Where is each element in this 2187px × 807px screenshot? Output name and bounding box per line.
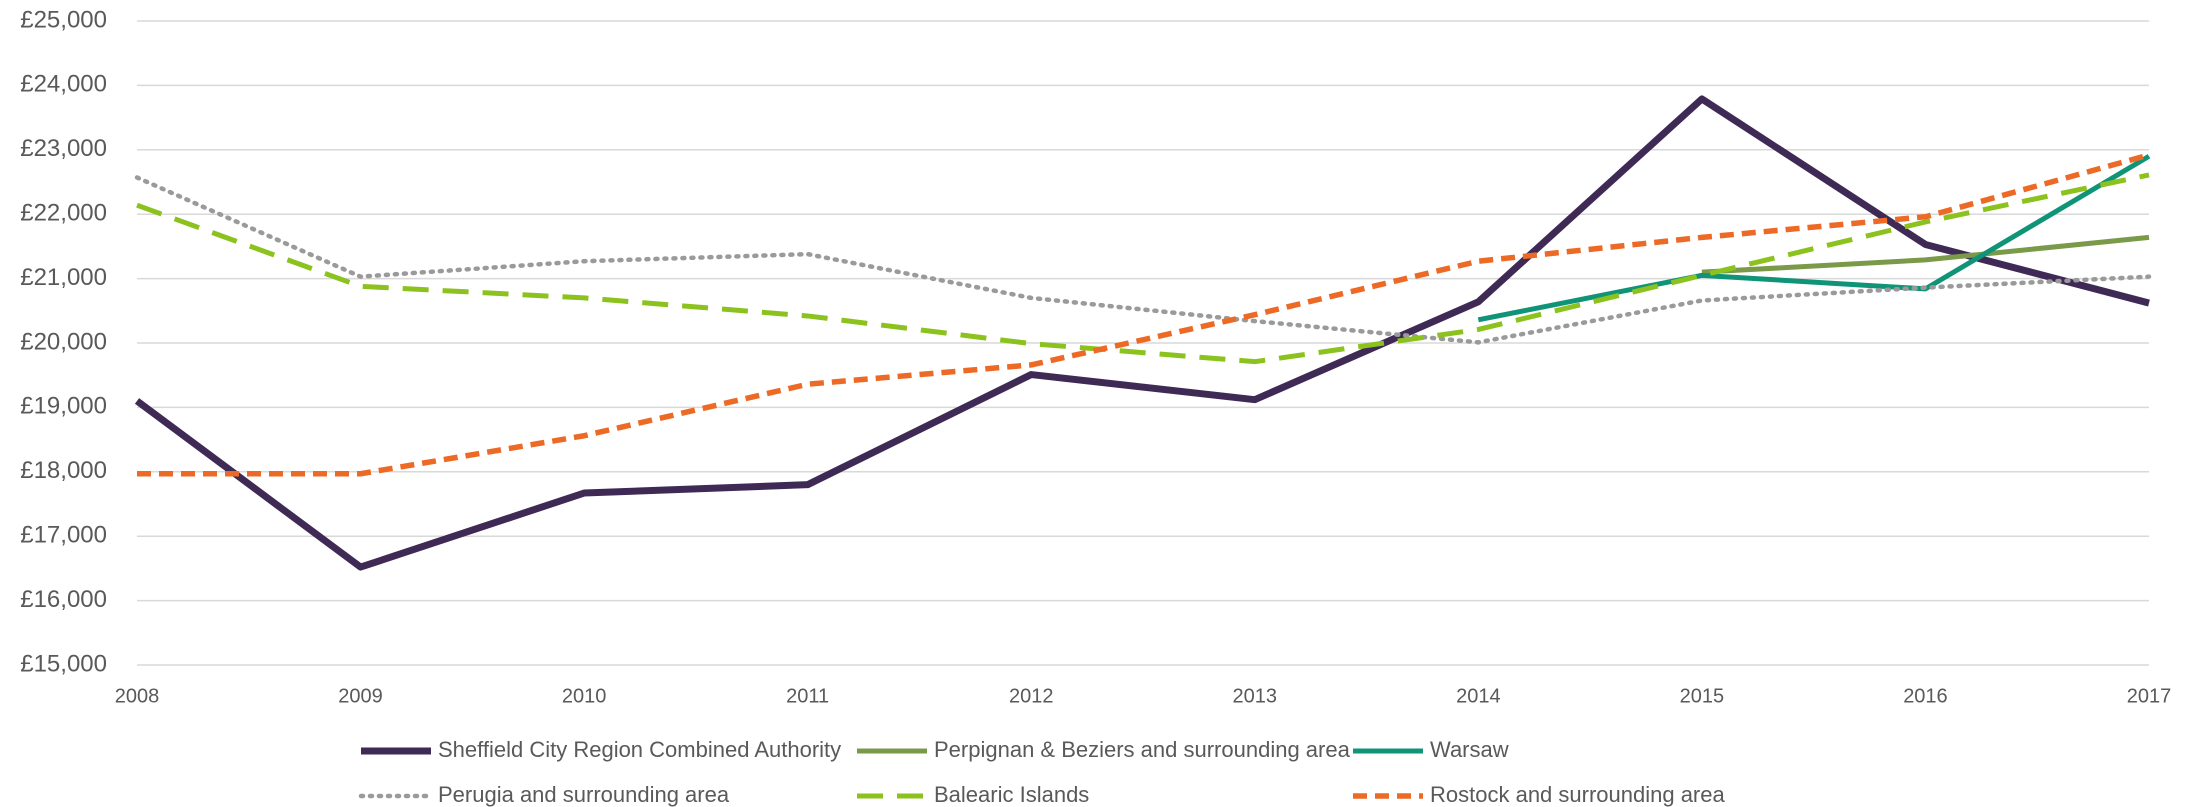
series-line bbox=[1477, 154, 2151, 323]
x-tick-label: 2017 bbox=[2127, 685, 2172, 707]
legend-label: Warsaw bbox=[1430, 737, 1509, 762]
y-tick-label: £22,000 bbox=[20, 200, 107, 227]
series-line bbox=[136, 172, 2150, 365]
y-tick-label: £21,000 bbox=[20, 264, 107, 291]
legend-label: Perpignan & Beziers and surrounding area bbox=[934, 737, 1351, 762]
y-tick-label: £25,000 bbox=[20, 6, 107, 33]
y-tick-label: £18,000 bbox=[20, 457, 107, 484]
x-tick-label: 2013 bbox=[1233, 685, 1278, 707]
series-line bbox=[1701, 234, 2150, 275]
series-line bbox=[137, 152, 2150, 477]
x-tick-label: 2009 bbox=[338, 685, 383, 707]
x-tick-label: 2012 bbox=[1009, 685, 1054, 707]
x-tick-label: 2011 bbox=[786, 685, 829, 707]
x-tick-label: 2014 bbox=[1456, 685, 1501, 707]
y-tick-label: £17,000 bbox=[20, 522, 107, 549]
x-tick-label: 2010 bbox=[562, 685, 607, 707]
legend-label: Balearic Islands bbox=[934, 782, 1089, 807]
x-tick-label: 2008 bbox=[115, 685, 160, 707]
x-tick-label: 2016 bbox=[1903, 685, 1948, 707]
legend-label: Rostock and surrounding area bbox=[1430, 782, 1725, 807]
y-tick-label: £19,000 bbox=[20, 393, 107, 420]
y-tick-label: £16,000 bbox=[20, 586, 107, 613]
y-tick-label: £15,000 bbox=[20, 650, 107, 677]
legend-label: Sheffield City Region Combined Authority bbox=[438, 737, 841, 762]
x-tick-label: 2015 bbox=[1680, 685, 1725, 707]
series-line bbox=[134, 95, 2150, 571]
y-tick-label: £20,000 bbox=[20, 328, 107, 355]
y-tick-label: £23,000 bbox=[20, 135, 107, 162]
series-line bbox=[134, 175, 2152, 345]
legend-label: Perugia and surrounding area bbox=[438, 782, 730, 807]
y-tick-label: £24,000 bbox=[20, 71, 107, 98]
